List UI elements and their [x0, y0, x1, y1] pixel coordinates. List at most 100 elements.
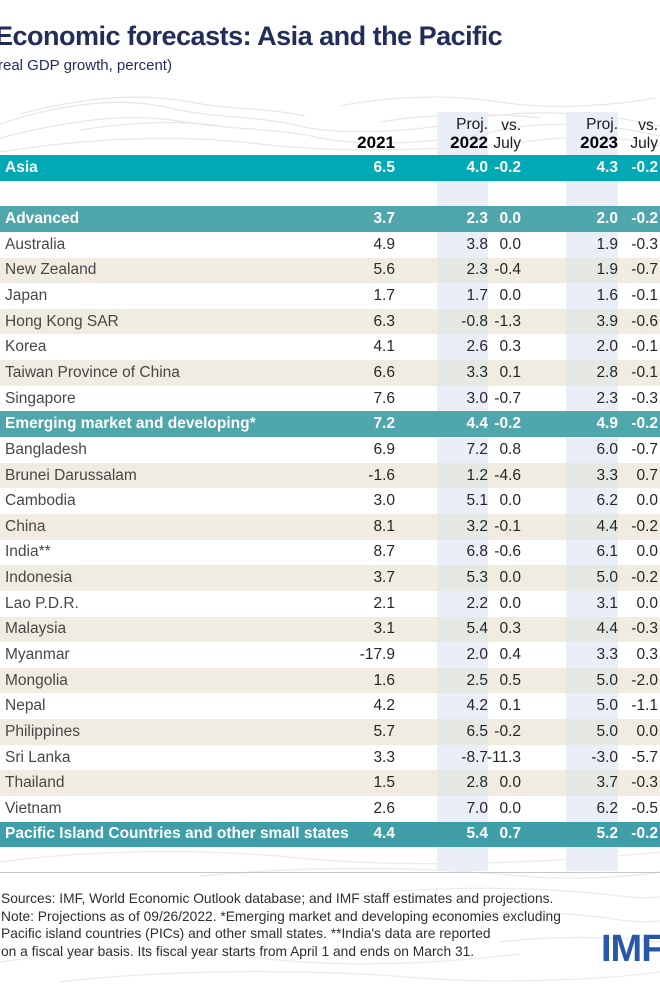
cell-vs-july-2023: -0.2	[631, 158, 658, 176]
footer-note-line-2: Pacific island countries (PICs) and othe…	[1, 926, 491, 942]
row-label: Pacific Island Countries and other small…	[5, 825, 349, 843]
cell-proj-2023: 6.1	[521, 539, 618, 566]
table-row: New Zealand 5.6 2.3 -0.4 1.9 -0.7	[0, 257, 660, 284]
cell-2021: 5.6	[373, 261, 395, 279]
cell-vs-july-2023: 0.7	[636, 466, 658, 484]
table-row: Thailand 1.5 2.8 0.0 3.7 -0.3	[0, 770, 660, 797]
cell-proj-2022: 3.0	[395, 385, 488, 412]
table-row: Brunei Darussalam -1.6 1.2 -4.6 3.3 0.7	[0, 462, 660, 489]
cell-vs-july-2023: -1.1	[631, 697, 658, 715]
cell-2021: 6.9	[373, 440, 395, 458]
cell-vs-july-2023: -5.7	[631, 748, 658, 766]
cell-vs-july-2022: 0.7	[499, 825, 521, 843]
cell-proj-2022: 7.2	[395, 437, 488, 463]
cell-2021: 1.7	[373, 287, 395, 305]
table-row: Malaysia 3.1 5.4 0.3 4.4 -0.3	[0, 616, 660, 643]
row-label: Hong Kong SAR	[5, 312, 119, 330]
cell-proj-2023: 3.7	[521, 770, 618, 797]
cell-vs-july-2022: 0.3	[499, 620, 521, 638]
cell-2021: 1.6	[373, 671, 395, 689]
cell-vs-july-2022: 0.3	[499, 338, 521, 356]
cell-proj-2022: 1.7	[395, 283, 488, 309]
cell-2021: 7.6	[373, 389, 395, 407]
cell-vs-july-2022: -0.2	[494, 415, 521, 433]
col-header-proj-2023: Proj. 2023	[521, 112, 618, 155]
cell-proj-2023: 4.3	[596, 158, 618, 176]
row-label: Cambodia	[5, 492, 76, 510]
cell-2021: 3.7	[373, 569, 395, 587]
cell-2021: 5.7	[373, 722, 395, 740]
cell-vs-july-2022: 0.0	[499, 210, 521, 228]
imf-logo: IMF	[601, 928, 660, 970]
cell-proj-2023: 6.0	[521, 437, 618, 463]
cell-vs-july-2023	[618, 181, 660, 207]
table-row: Philippines 5.7 6.5 -0.2 5.0 0.0	[0, 719, 660, 745]
row-label: Brunei Darussalam	[5, 466, 137, 484]
cell-vs-july-2023: -0.3	[631, 235, 658, 253]
footer-sources-line: Sources: IMF, World Economic Outlook dat…	[1, 891, 554, 906]
cell-proj-2022: 5.1	[395, 488, 488, 514]
row-label: Philippines	[5, 722, 80, 740]
col-header-2021: 2021	[357, 132, 395, 152]
row-label: India**	[5, 543, 51, 561]
table-row: Advanced 3.7 2.3 0.0 2.0 -0.2	[0, 206, 660, 232]
row-label: Emerging market and developing*	[5, 415, 256, 433]
cell-vs-july-2022: -0.6	[494, 543, 521, 561]
cell-vs-july-2023: 0.0	[636, 722, 658, 740]
table-row: Pacific Island Countries and other small…	[0, 821, 660, 848]
table-row: Indonesia 3.7 5.3 0.0 5.0 -0.2	[0, 565, 660, 591]
cell-proj-2023: 4.9	[596, 415, 618, 433]
cell-vs-july-2022: 0.0	[499, 235, 521, 253]
cell-vs-july-2023: 0.0	[636, 492, 658, 510]
table-row: Mongolia 1.6 2.5 0.5 5.0 -2.0	[0, 667, 660, 694]
cell-proj-2023: 1.9	[521, 257, 618, 284]
cell-vs-july-2022: -1.3	[494, 312, 521, 330]
table-row	[0, 180, 660, 207]
table-row: Myanmar -17.9 2.0 0.4 3.3 0.3	[0, 642, 660, 668]
cell-proj-2022: 2.2	[395, 590, 488, 617]
cell-2021: -1.6	[368, 466, 395, 484]
cell-proj-2022: 2.0	[395, 642, 488, 668]
row-label: Myanmar	[5, 645, 70, 663]
cell-2021: 2.1	[373, 594, 395, 612]
cell-vs-july-2023: -2.0	[631, 671, 658, 689]
cell-proj-2022: 2.3	[466, 210, 488, 228]
cell-proj-2022: -0.8	[395, 308, 488, 335]
cell-vs-july-2022: 0.0	[499, 492, 521, 510]
cell-proj-2022: 5.4	[466, 825, 488, 843]
cell-proj-2022: 5.4	[395, 616, 488, 643]
cell-vs-july-2023: 0.0	[636, 594, 658, 612]
cell-vs-july-2023: -0.3	[631, 389, 658, 407]
cell-proj-2023: 2.8	[521, 360, 618, 386]
cell-proj-2022: 5.3	[395, 565, 488, 591]
cell-vs-july-2023: -0.1	[631, 338, 658, 356]
table-row: Korea 4.1 2.6 0.3 2.0 -0.1	[0, 334, 660, 361]
cell-proj-2023: 5.0	[521, 667, 618, 694]
row-label: Korea	[5, 338, 47, 356]
cell-proj-2023: 6.2	[521, 796, 618, 822]
cell-vs-july-2023: 0.0	[636, 543, 658, 561]
table-row: Emerging market and developing* 7.2 4.4 …	[0, 411, 660, 438]
cell-vs-july-2022: -0.2	[494, 722, 521, 740]
table-row: Australia 4.9 3.8 0.0 1.9 -0.3	[0, 231, 660, 258]
table-row: Lao P.D.R. 2.1 2.2 0.0 3.1 0.0	[0, 590, 660, 617]
row-label: Taiwan Province of China	[5, 363, 180, 381]
row-label: Singapore	[5, 389, 76, 407]
page-subtitle: (real GDP growth, percent)	[0, 57, 172, 74]
cell-vs-july-2022: 0.0	[499, 287, 521, 305]
cell-proj-2023: 3.9	[521, 308, 618, 335]
cell-proj-2023: 4.4	[521, 513, 618, 540]
cell-vs-july-2022: 0.5	[499, 671, 521, 689]
cell-vs-july-2022: -0.4	[494, 261, 521, 279]
row-label: Advanced	[5, 210, 80, 228]
cell-proj-2023: 1.9	[521, 231, 618, 258]
cell-proj-2023: 2.0	[521, 334, 618, 361]
cell-proj-2022: -8.7	[395, 744, 488, 771]
cell-vs-july-2023: -0.6	[631, 312, 658, 330]
row-label: Vietnam	[5, 799, 62, 817]
cell-2021: 4.2	[373, 697, 395, 715]
cell-proj-2023: 3.3	[521, 462, 618, 489]
cell-2021: 3.7	[373, 210, 395, 228]
cell-vs-july-2022: -0.2	[494, 158, 521, 176]
row-label: Asia	[5, 158, 38, 176]
